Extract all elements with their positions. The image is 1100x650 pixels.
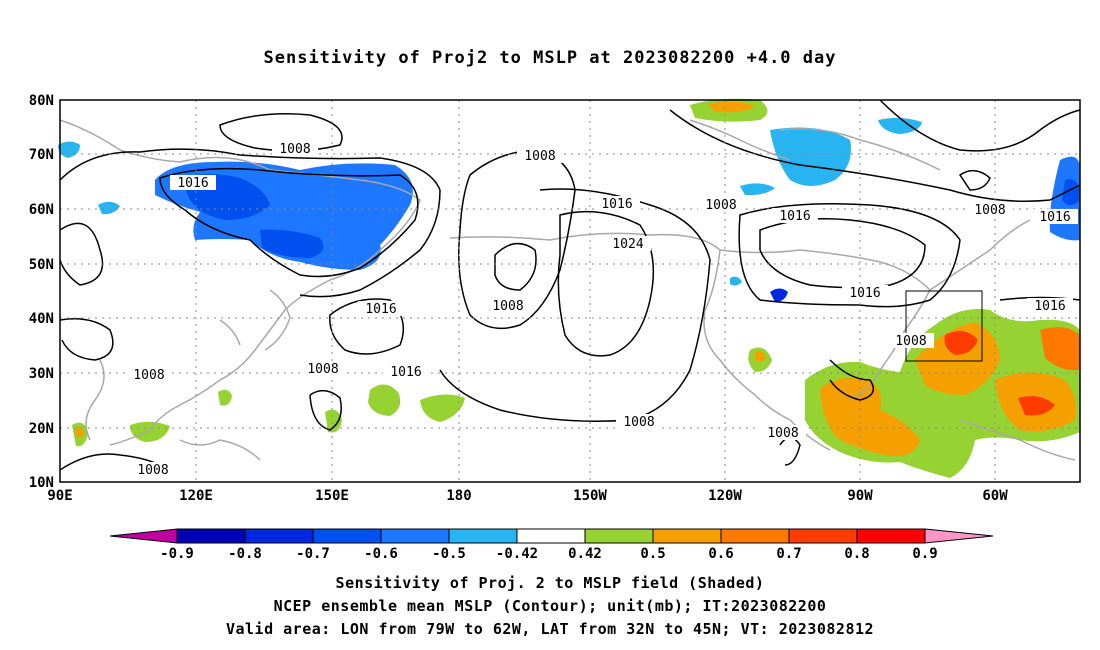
contour-label: 1016 bbox=[601, 197, 632, 212]
pos-region-arctic-core bbox=[708, 101, 755, 113]
pos-region-sea2-core bbox=[76, 427, 84, 438]
colorbar-tick-label: 0.9 bbox=[912, 546, 937, 562]
colorbar-segment bbox=[176, 528, 246, 544]
colorbar-tick-label: 0.5 bbox=[640, 546, 665, 562]
lon-label: 150E bbox=[315, 488, 349, 504]
contour-label: 1016 bbox=[177, 176, 208, 191]
mslp-contours bbox=[59, 99, 1081, 471]
colorbar-tick-label: 0.6 bbox=[708, 546, 733, 562]
contour-label: 1008 bbox=[705, 198, 736, 213]
blue-region-arctic2 bbox=[878, 117, 922, 134]
blue-region-nw bbox=[58, 141, 80, 158]
contour-label: 1008 bbox=[895, 334, 926, 349]
coastlines bbox=[59, 119, 1076, 461]
colorbar-segment bbox=[448, 528, 518, 544]
contour-label: 1008 bbox=[767, 426, 798, 441]
lat-label: 10N bbox=[29, 475, 54, 491]
lat-label: 20N bbox=[29, 421, 54, 437]
caption-line-2: NCEP ensemble mean MSLP (Contour); unit(… bbox=[273, 597, 827, 615]
pos-region-pacific3 bbox=[325, 409, 342, 433]
colorbar-tick-label: -0.9 bbox=[160, 546, 194, 562]
colorbar-tick-label: -0.42 bbox=[496, 546, 538, 562]
contour-label: 1016 bbox=[1034, 299, 1065, 314]
contour-label: 1008 bbox=[307, 362, 338, 377]
blue-region-arctic1 bbox=[770, 127, 851, 186]
lon-label: 150W bbox=[573, 488, 607, 504]
colorbar-tick-label: -0.7 bbox=[296, 546, 330, 562]
colorbar-segment bbox=[788, 528, 858, 544]
contour-label: 1024 bbox=[612, 237, 643, 252]
colorbar-segment bbox=[584, 528, 654, 544]
map-frame bbox=[59, 99, 1081, 483]
colorbar-segment bbox=[380, 528, 450, 544]
sensitivity-shading bbox=[58, 98, 1080, 478]
caption-line-1: Sensitivity of Proj. 2 to MSLP field (Sh… bbox=[335, 574, 765, 592]
lat-label: 60N bbox=[29, 202, 54, 218]
contour-label: 1016 bbox=[1039, 210, 1070, 225]
contour-label: 1016 bbox=[849, 286, 880, 301]
colorbar-tick-label: -0.5 bbox=[432, 546, 466, 562]
contour-label: 1008 bbox=[623, 415, 654, 430]
colorbar-tick-label: 0.8 bbox=[844, 546, 869, 562]
caption-line-3: Valid area: LON from 79W to 62W, LAT fro… bbox=[225, 620, 875, 638]
contour-label: 1008 bbox=[524, 149, 555, 164]
map-gridlines bbox=[60, 100, 1080, 482]
colorbar-segment bbox=[720, 528, 790, 544]
contour-label: 1016 bbox=[365, 302, 396, 317]
colorbar-segment bbox=[856, 528, 926, 544]
pos-region-pacific1 bbox=[368, 384, 401, 416]
contour-label: 1008 bbox=[133, 368, 164, 383]
colorbar-tick-label: -0.6 bbox=[364, 546, 398, 562]
pos-region-pacific2 bbox=[420, 394, 465, 422]
contour-label: 1008 bbox=[492, 299, 523, 314]
lon-label: 120E bbox=[179, 488, 213, 504]
lon-label: 90W bbox=[847, 488, 873, 504]
pos-region-atlantic-red bbox=[944, 331, 978, 355]
blue-region-arctic3 bbox=[740, 183, 775, 196]
blue-spot-na2 bbox=[730, 276, 742, 286]
pos-region-sea1 bbox=[130, 421, 170, 442]
lat-label: 40N bbox=[29, 311, 54, 327]
blue-region-east-dark bbox=[1062, 179, 1080, 205]
lon-label: 120W bbox=[708, 488, 742, 504]
colorbar-segment bbox=[312, 528, 382, 544]
blue-spot-na bbox=[770, 288, 788, 302]
colorbar bbox=[109, 528, 994, 544]
colorbar-tick-label: -0.8 bbox=[228, 546, 262, 562]
contour-label: 1016 bbox=[779, 209, 810, 224]
lat-label: 80N bbox=[29, 93, 54, 109]
pos-region-atlantic-orange bbox=[820, 377, 920, 457]
contour-label: 1008 bbox=[974, 203, 1005, 218]
pos-region-atlantic-orange4 bbox=[1040, 326, 1080, 371]
valid-area-box bbox=[905, 290, 983, 362]
lat-label: 50N bbox=[29, 257, 54, 273]
pos-region-atlantic-orange2 bbox=[915, 322, 1000, 395]
blue-region-small1 bbox=[98, 201, 120, 215]
colorbar-segment bbox=[244, 528, 314, 544]
pos-region-atlantic-red2 bbox=[1018, 396, 1055, 416]
lat-label: 30N bbox=[29, 366, 54, 382]
colorbar-tick-label: 0.7 bbox=[776, 546, 801, 562]
contour-label: 1016 bbox=[390, 365, 421, 380]
contour-label: 1008 bbox=[279, 142, 310, 157]
colorbar-arrow-right bbox=[924, 528, 994, 544]
pos-region-pacific4 bbox=[218, 389, 232, 406]
lon-label: 180 bbox=[446, 488, 471, 504]
colorbar-segment bbox=[516, 528, 586, 544]
lon-label: 90E bbox=[47, 488, 72, 504]
map-title: Sensitivity of Proj2 to MSLP at 20230822… bbox=[263, 48, 837, 68]
colorbar-arrow-left bbox=[109, 528, 178, 544]
pos-region-mexico-core bbox=[755, 350, 766, 362]
colorbar-tick-label: 0.42 bbox=[568, 546, 602, 562]
colorbar-segment bbox=[652, 528, 722, 544]
lon-label: 60W bbox=[982, 488, 1008, 504]
contour-label: 1008 bbox=[137, 463, 168, 478]
blue-region-siberia-dark2 bbox=[260, 229, 324, 258]
lat-label: 70N bbox=[29, 147, 54, 163]
